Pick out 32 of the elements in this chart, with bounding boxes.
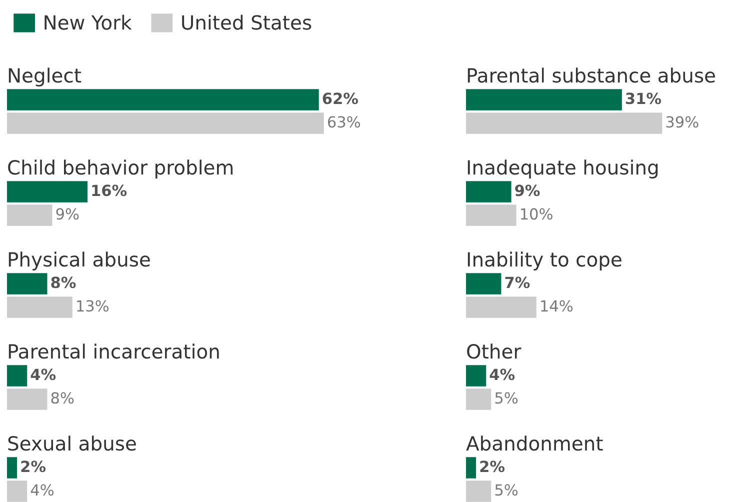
chart-title: Other bbox=[467, 344, 522, 359]
text: Sexual abuse bbox=[8, 436, 136, 451]
data-label: 5% bbox=[495, 392, 518, 404]
data-label: 4% bbox=[30, 484, 54, 496]
chart-title: Physical abuse bbox=[8, 252, 150, 270]
data-label: 9% bbox=[56, 208, 79, 220]
data-label: 39% bbox=[666, 116, 698, 128]
legend-label: United States bbox=[182, 14, 312, 30]
data-label: 62% bbox=[322, 92, 358, 104]
data-label: 16% bbox=[92, 184, 127, 196]
chart-title: Child behavior problem bbox=[8, 160, 233, 178]
data-label: 14% bbox=[541, 300, 573, 312]
data-label: 8% bbox=[51, 392, 74, 404]
data-label: 10% bbox=[520, 208, 552, 220]
data-label: 5% bbox=[495, 484, 518, 496]
chart-title: Parental substance abuse bbox=[468, 68, 715, 83]
data-label: 9% bbox=[515, 184, 540, 196]
data-label: 4% bbox=[30, 368, 56, 380]
chart-title: Neglect bbox=[8, 68, 82, 86]
data-label: 13% bbox=[77, 300, 109, 312]
data-label: 8% bbox=[51, 276, 76, 288]
text: Parental incarceration bbox=[8, 344, 219, 359]
data-label: 63% bbox=[328, 116, 360, 128]
data-label: 31% bbox=[626, 92, 662, 104]
data-label: 4% bbox=[490, 368, 515, 380]
data-label: 2% bbox=[480, 460, 505, 472]
legend-label: New York bbox=[44, 14, 132, 30]
data-label: 2% bbox=[21, 460, 46, 472]
text: Abandonment bbox=[466, 436, 603, 451]
chart-title: Inability to cope bbox=[468, 252, 622, 270]
data-label: 7% bbox=[505, 276, 530, 288]
text: Inadequate housing bbox=[468, 160, 658, 178]
